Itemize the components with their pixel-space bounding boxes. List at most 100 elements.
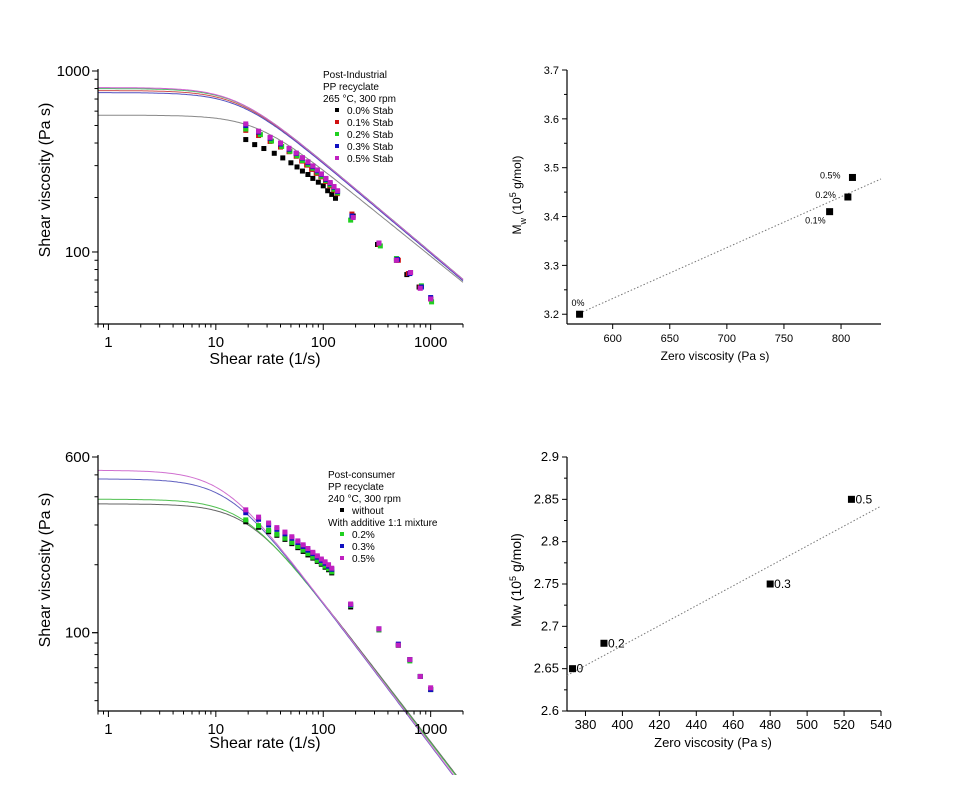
p4-point-2 — [766, 580, 774, 588]
p2-point-label: 0.5% — [820, 170, 841, 180]
p2-x-tick-label: 750 — [775, 333, 793, 345]
p1-point-s0-13 — [329, 191, 335, 197]
p1-fit-curve-1 — [98, 90, 464, 281]
p1-point-s0-11 — [320, 183, 326, 189]
p1-legend-marker — [335, 144, 339, 148]
p3-point-s2-0 — [243, 510, 249, 516]
p4-point-label: 0.3 — [774, 577, 791, 591]
p2-point-2 — [844, 193, 852, 201]
p3-legend-entry: without — [351, 506, 384, 517]
p3-x-tick-label: 1000 — [414, 721, 447, 738]
p3-x-tick-label: 1 — [104, 721, 112, 738]
p3-legend-entry: 0.3% — [352, 542, 375, 553]
p2-fit-line — [579, 178, 882, 314]
p1-point-s4-6 — [299, 155, 305, 161]
p3-point-s1-3 — [274, 531, 280, 537]
p1-point-s0-0 — [243, 137, 249, 143]
p1-legend-title: 265 °C, 300 rpm — [323, 94, 396, 105]
p3-point-s3-7 — [300, 542, 306, 548]
p3-point-s1-12 — [322, 563, 328, 569]
p3-point-s3-9 — [310, 549, 316, 555]
p3-point-s1-1 — [256, 523, 262, 529]
p3-point-s1-13 — [326, 566, 332, 572]
p1-y-tick-label: 1000 — [57, 63, 90, 80]
p1-point-s4-5 — [293, 150, 299, 156]
p1-fit-curve-2 — [98, 88, 464, 280]
p1-point-s2-1 — [257, 132, 263, 138]
p1-point-s4-8 — [310, 163, 316, 169]
p1-y-tick-label: 100 — [65, 244, 90, 261]
p3-legend-entry: 0.2% — [352, 530, 375, 541]
p3-point-s1-2 — [266, 527, 272, 533]
p2-point-label: 0.1% — [805, 216, 826, 226]
p4-y-axis-title: Mw (105 g/mol) — [508, 533, 524, 627]
p3-y-tick-label: 600 — [65, 449, 90, 466]
p3-point-s3-14 — [329, 565, 335, 571]
p3-legend-title: Post-consumer — [328, 470, 396, 481]
p3-point-s3-17 — [395, 642, 401, 648]
p1-point-s4-0 — [243, 121, 249, 127]
p1-x-tick-label: 1 — [104, 334, 112, 351]
p1-point-s4-16 — [376, 240, 382, 246]
p4-y-tick-label: 2.6 — [541, 703, 559, 718]
p1-point-s4-13 — [331, 184, 337, 190]
p1-point-s4-12 — [327, 180, 333, 186]
p2-y-tick-label: 3.6 — [544, 114, 559, 126]
p1-point-s0-14 — [332, 195, 338, 201]
p1-point-s0-10 — [315, 179, 321, 185]
p3-point-s1-11 — [318, 560, 324, 566]
p2-x-axis-title: Zero viscosity (Pa s) — [661, 349, 770, 363]
p4-point-label: 0.2 — [608, 636, 625, 650]
p2-y-tick-label: 3.2 — [544, 309, 559, 321]
p4-point-label: 0 — [577, 662, 584, 676]
p3-point-s1-4 — [282, 535, 288, 541]
p2-x-tick-label: 600 — [603, 333, 621, 345]
p4-y-tick-label: 2.85 — [534, 491, 559, 506]
p1-point-s4-3 — [278, 140, 283, 146]
p3-point-s3-19 — [417, 673, 423, 679]
p4-panel: 380 400 420 440 460 480 500 520 540 2.6 2.65 2.7 2.7… — [508, 449, 892, 750]
p2-y-tick-label: 3.5 — [544, 163, 559, 175]
p4-x-tick-label: 400 — [612, 717, 634, 732]
p4-x-tick-label: 460 — [722, 717, 744, 732]
p1-point-s0-9 — [310, 175, 316, 181]
p3-point-s3-12 — [322, 559, 328, 565]
p3-point-s1-10 — [314, 557, 320, 563]
p4-y-tick-label: 2.8 — [541, 534, 559, 549]
p2-y-tick-label: 3.7 — [544, 65, 559, 77]
p3-point-s3-16 — [376, 626, 382, 632]
p1-legend-title: Post-Industrial — [323, 70, 387, 81]
p3-point-s1-9 — [310, 554, 316, 560]
p3-point-s3-1 — [256, 514, 262, 520]
p1-point-s2-20 — [429, 299, 435, 305]
p3-fit-curve-1 — [98, 498, 456, 775]
p2-x-tick-label: 650 — [661, 333, 679, 345]
p3-point-s1-0 — [243, 517, 249, 523]
p1-point-s4-18 — [408, 270, 414, 276]
p1-legend-entry: 0.0% Stab — [347, 106, 394, 117]
p2-point-label: 0% — [572, 298, 585, 308]
p4-y-tick-label: 2.75 — [534, 576, 559, 591]
p3-point-s3-4 — [282, 529, 288, 535]
p3-x-tick-label: 10 — [207, 721, 224, 738]
p1-point-s2-2 — [269, 138, 275, 144]
p4-point-1 — [600, 639, 608, 647]
p1-legend-marker — [335, 120, 339, 124]
p1-fit-curve-4 — [98, 87, 464, 280]
p4-x-tick-label: 420 — [649, 717, 671, 732]
p4-x-tick-label: 440 — [685, 717, 707, 732]
p3-point-s3-0 — [243, 507, 249, 513]
p4-point-label: 0.5 — [855, 492, 872, 506]
p3-point-s3-8 — [305, 545, 311, 551]
p3-point-s1-7 — [300, 547, 306, 553]
p2-x-tick-label: 700 — [718, 333, 736, 345]
p2-y-tick-label: 3.4 — [544, 212, 559, 224]
p3-legend-marker — [340, 532, 344, 536]
p1-point-s4-4 — [286, 145, 292, 151]
p1-point-s4-1 — [256, 128, 262, 134]
p3-point-s3-6 — [295, 538, 301, 544]
p1-legend-title: PP recyclate — [323, 82, 379, 93]
p1-point-s4-19 — [417, 285, 423, 291]
p1-legend-marker — [335, 132, 339, 136]
